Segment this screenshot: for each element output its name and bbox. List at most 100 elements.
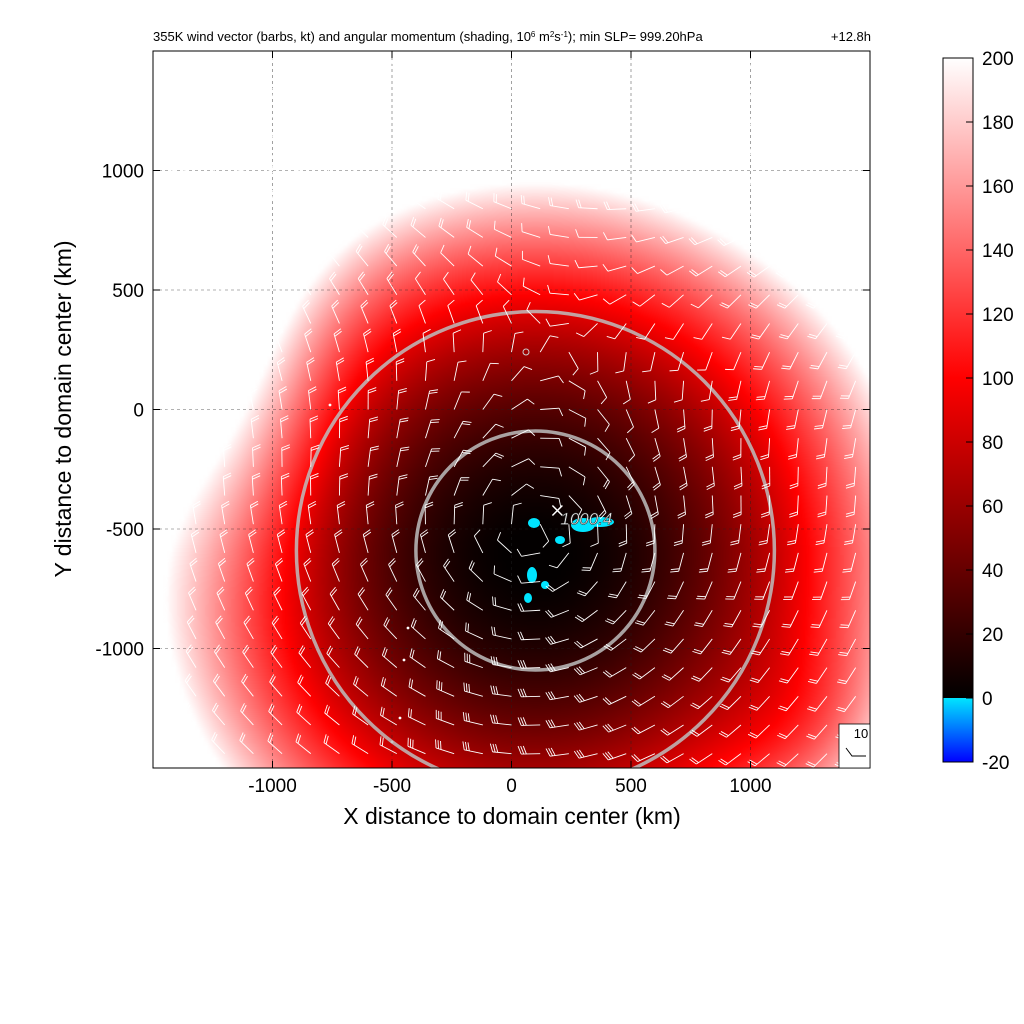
wind-barb-staff <box>238 168 254 181</box>
wind-barb <box>679 466 688 491</box>
wind-barb-flag <box>636 337 645 340</box>
wind-barb-staff <box>162 534 168 554</box>
wind-barb-staff <box>497 539 512 554</box>
wind-barb-flag <box>805 178 812 186</box>
wind-barb-staff <box>635 92 655 95</box>
wind-barb <box>517 745 541 755</box>
wind-barb-flag <box>545 637 552 645</box>
wind-barb-staff <box>306 362 312 381</box>
wind-barb <box>625 466 635 491</box>
wind-barb-staff <box>814 724 828 740</box>
wind-barb-flag <box>215 273 221 282</box>
wind-barb-staff <box>322 113 340 124</box>
wind-barb <box>625 437 636 462</box>
wind-barb-staff <box>482 452 497 468</box>
wind-barb-staff <box>711 495 714 515</box>
wind-barb-flag <box>379 736 382 745</box>
wind-barb-staff <box>379 114 397 124</box>
wind-barb-staff <box>711 438 714 458</box>
wind-barb-staff <box>354 653 369 668</box>
wind-barb-flag <box>548 564 558 569</box>
wind-barb <box>408 162 426 181</box>
wind-barb <box>602 264 627 272</box>
wind-barb <box>407 106 426 124</box>
wind-barb-staff <box>848 380 857 399</box>
wind-barb-flag <box>238 51 241 58</box>
wind-barb-staff <box>435 58 455 66</box>
wind-barb-flag <box>522 717 527 726</box>
wind-barb <box>548 82 569 95</box>
wind-barb <box>420 529 429 554</box>
wind-barb-flag <box>758 427 767 431</box>
wind-barb <box>661 56 684 66</box>
wind-barb-flag <box>495 686 499 695</box>
wind-barb <box>156 673 168 697</box>
wind-barb <box>689 86 713 96</box>
wind-barb-staff <box>367 476 370 496</box>
wind-barb-flag <box>248 359 256 366</box>
wind-barb-flag <box>270 135 274 144</box>
wind-barb-staff <box>681 380 685 400</box>
wind-barb-flag <box>728 398 737 401</box>
wind-barb-staff <box>521 667 541 669</box>
wind-barb-flag <box>493 454 503 459</box>
wind-barb <box>573 292 598 301</box>
wind-barb <box>281 444 290 467</box>
wind-barb <box>720 667 742 683</box>
wind-barb-flag <box>602 298 611 305</box>
wind-barb-flag <box>210 133 214 143</box>
wind-barb-staff <box>274 563 283 582</box>
wind-barb-flag <box>562 542 571 548</box>
wind-barb-staff <box>190 534 197 554</box>
wind-barb-staff <box>511 505 514 525</box>
wind-barb-flag <box>807 761 816 766</box>
wind-barb-staff <box>550 90 569 95</box>
wind-barb-flag <box>832 59 838 68</box>
wind-barb <box>689 753 713 765</box>
wind-barb-flag <box>266 51 269 59</box>
wind-barb-flag <box>184 673 191 682</box>
wind-barb-staff <box>188 592 197 611</box>
wind-barb-flag <box>267 732 272 742</box>
wind-barb-flag <box>392 328 401 334</box>
wind-barb <box>482 452 504 468</box>
wind-barb-staff <box>779 122 799 127</box>
wind-barb <box>718 86 741 96</box>
wind-barb <box>597 409 610 432</box>
wind-barb-staff <box>796 495 799 515</box>
wind-barb-flag <box>412 218 417 228</box>
wind-barb <box>789 466 799 490</box>
wind-barb-flag <box>457 360 467 363</box>
wind-barb-flag <box>295 188 300 197</box>
wind-barb <box>439 589 455 611</box>
wind-barb-flag <box>324 106 327 115</box>
wind-barb-flag <box>188 330 196 338</box>
wind-barb <box>497 273 512 296</box>
wind-barb-flag <box>494 247 498 257</box>
wind-barb-flag <box>280 417 289 423</box>
wind-barb-flag <box>722 116 728 125</box>
wind-barb-flag <box>748 207 755 215</box>
wind-barb-staff <box>568 495 583 510</box>
wind-barb-flag <box>732 454 742 458</box>
wind-barb-flag <box>689 57 694 66</box>
wind-barb-flag <box>379 133 382 143</box>
wind-barb-flag <box>361 302 369 309</box>
wind-barb-staff <box>511 429 529 439</box>
wind-barb <box>642 352 656 373</box>
wind-barb-flag <box>270 217 275 226</box>
wind-barb-flag <box>573 695 580 703</box>
wind-barb <box>781 351 799 370</box>
wind-barb <box>839 610 857 629</box>
wind-barb-flag <box>308 503 317 509</box>
wind-barb-flag <box>337 503 346 509</box>
wind-barb <box>805 753 828 768</box>
wind-barb-staff <box>436 115 455 124</box>
wind-barb-flag <box>220 385 228 392</box>
wind-barb-flag <box>252 444 261 449</box>
wind-barb-staff <box>493 173 512 181</box>
wind-barb-flag <box>778 760 787 766</box>
wind-barb <box>660 724 684 736</box>
wind-barb-flag <box>329 271 336 279</box>
wind-barb-flag <box>354 216 359 225</box>
